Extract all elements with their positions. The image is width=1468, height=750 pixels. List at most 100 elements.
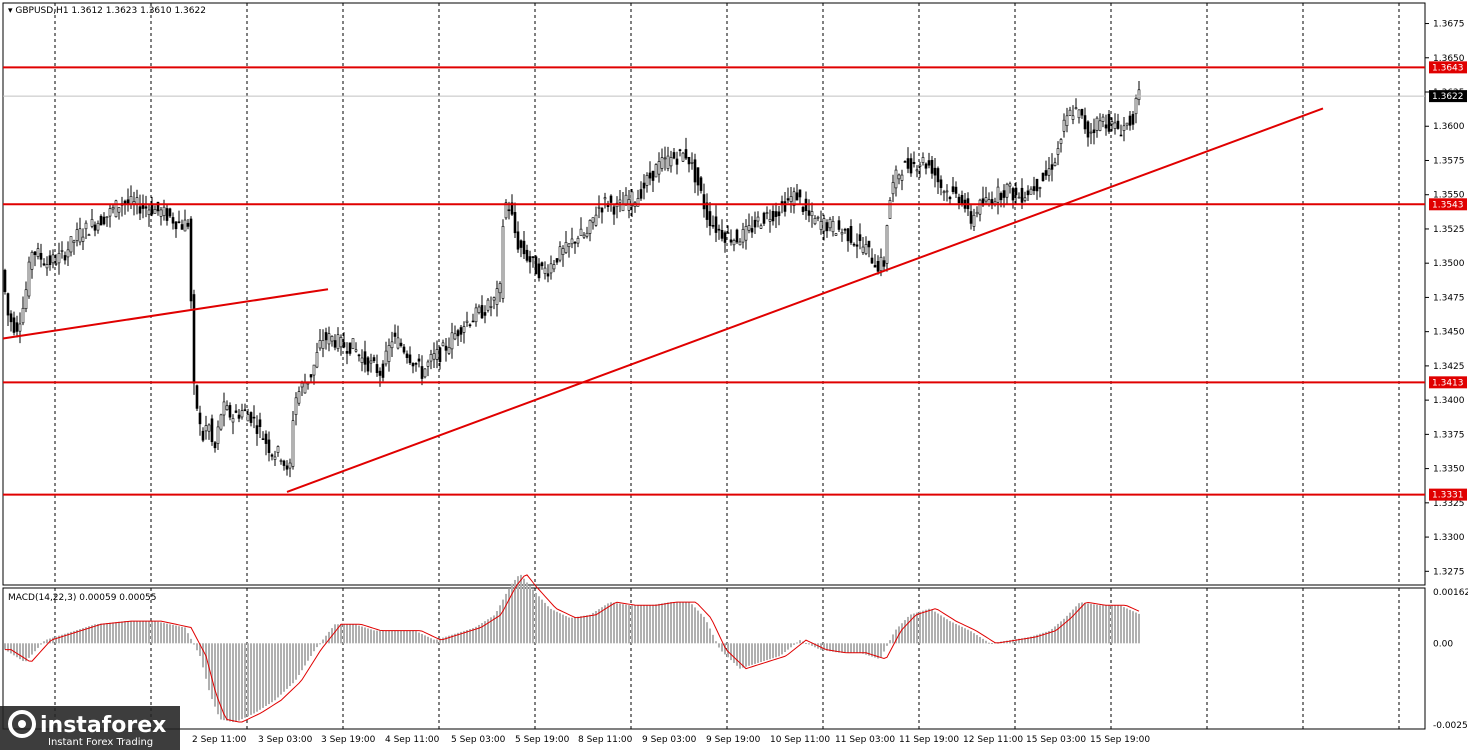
candle-body: [879, 256, 883, 271]
candle-body: [915, 169, 919, 172]
macd-bar: [241, 643, 243, 720]
macd-bar: [229, 643, 231, 722]
candle-body: [327, 333, 331, 345]
candle-body: [246, 414, 250, 422]
macd-bar: [586, 615, 588, 644]
macd-bar: [583, 615, 585, 644]
macd-bar: [946, 619, 948, 644]
macd-bar: [136, 621, 138, 644]
candle-body: [36, 248, 40, 257]
candle-body: [852, 243, 856, 246]
macd-bar: [1069, 612, 1071, 644]
candle-body: [357, 354, 361, 357]
candle-body: [441, 342, 445, 347]
macd-bar: [877, 643, 879, 659]
candle-body: [270, 454, 274, 457]
candle-body: [39, 252, 43, 260]
candle-body: [1020, 187, 1024, 203]
candle-body: [696, 167, 700, 186]
candle-body: [732, 240, 736, 246]
macd-bar: [469, 629, 471, 644]
macd-bar: [1030, 636, 1032, 644]
macd-bar: [787, 643, 789, 650]
macd-bar: [838, 643, 840, 653]
candle-body: [900, 174, 904, 181]
macd-tick-label: 0.00162: [1433, 588, 1468, 598]
macd-bar: [916, 612, 918, 644]
macd-bar: [610, 602, 612, 644]
macd-bar: [895, 629, 897, 644]
candle-body: [810, 211, 814, 217]
macd-bar: [571, 617, 573, 644]
macd-bar: [187, 633, 189, 644]
candle-body: [891, 182, 895, 195]
candle-body: [999, 193, 1003, 201]
candle-body: [873, 265, 877, 268]
candle-body: [222, 401, 226, 416]
candle-body: [42, 263, 46, 266]
macd-signal-line: [5, 574, 1140, 723]
time-label: 11 Sep 19:00: [899, 735, 959, 745]
macd-bar: [1051, 628, 1053, 644]
y-tick-label: 1.3425: [1433, 362, 1465, 372]
macd-bar: [82, 628, 84, 644]
candle-body: [318, 340, 322, 349]
candle-body: [768, 218, 772, 222]
macd-bar: [775, 643, 777, 658]
candle-body: [1098, 120, 1102, 131]
time-label: 15 Sep 19:00: [1090, 735, 1150, 745]
candle-body: [864, 244, 868, 255]
time-label: 9 Sep 19:00: [706, 735, 761, 745]
macd-bar: [376, 630, 378, 644]
candle-body: [159, 209, 163, 217]
macd-bar: [166, 623, 168, 644]
candle-body: [27, 261, 31, 297]
candle-body: [636, 198, 640, 207]
candle-body: [1044, 170, 1048, 176]
macd-bar: [937, 613, 939, 644]
macd-bar: [100, 623, 102, 644]
candle-body: [786, 198, 790, 201]
macd-bar: [172, 624, 174, 644]
candle-body: [975, 211, 979, 215]
macd-bar: [544, 602, 546, 644]
macd-bar: [778, 643, 780, 657]
candle-body: [297, 391, 301, 404]
macd-bar: [361, 626, 363, 644]
candle-body: [282, 460, 286, 466]
macd-bar: [433, 639, 435, 644]
macd-bar: [247, 643, 249, 717]
macd-bar: [406, 630, 408, 644]
macd-bar: [625, 604, 627, 644]
macd-bar: [724, 643, 726, 655]
candle-body: [1017, 196, 1021, 199]
candle-body: [174, 221, 178, 230]
macd-bar: [883, 643, 885, 652]
macd-bar: [613, 602, 615, 644]
candle-body: [1083, 115, 1087, 130]
macd-bar: [370, 629, 372, 644]
candle-body: [831, 221, 835, 233]
macd-bar: [1114, 605, 1116, 644]
macd-bar: [988, 642, 990, 644]
candle-body: [219, 414, 223, 430]
candle-body: [6, 293, 10, 316]
candle-body: [711, 225, 715, 227]
candle-body: [63, 255, 67, 261]
candle-body: [507, 209, 511, 212]
candle-body: [1071, 115, 1075, 120]
macd-bar: [142, 621, 144, 644]
candle-body: [462, 326, 466, 333]
candle-body: [333, 340, 337, 348]
macd-bar: [109, 622, 111, 644]
candle-body: [729, 239, 733, 243]
macd-bar: [841, 643, 843, 653]
macd-bar: [310, 643, 312, 656]
macd-bar: [568, 617, 570, 644]
macd-bar: [1036, 634, 1038, 644]
candle-body: [255, 425, 259, 434]
macd-bar: [157, 621, 159, 644]
macd-bar: [973, 633, 975, 644]
macd-bar: [964, 628, 966, 644]
candle-body: [321, 340, 325, 349]
